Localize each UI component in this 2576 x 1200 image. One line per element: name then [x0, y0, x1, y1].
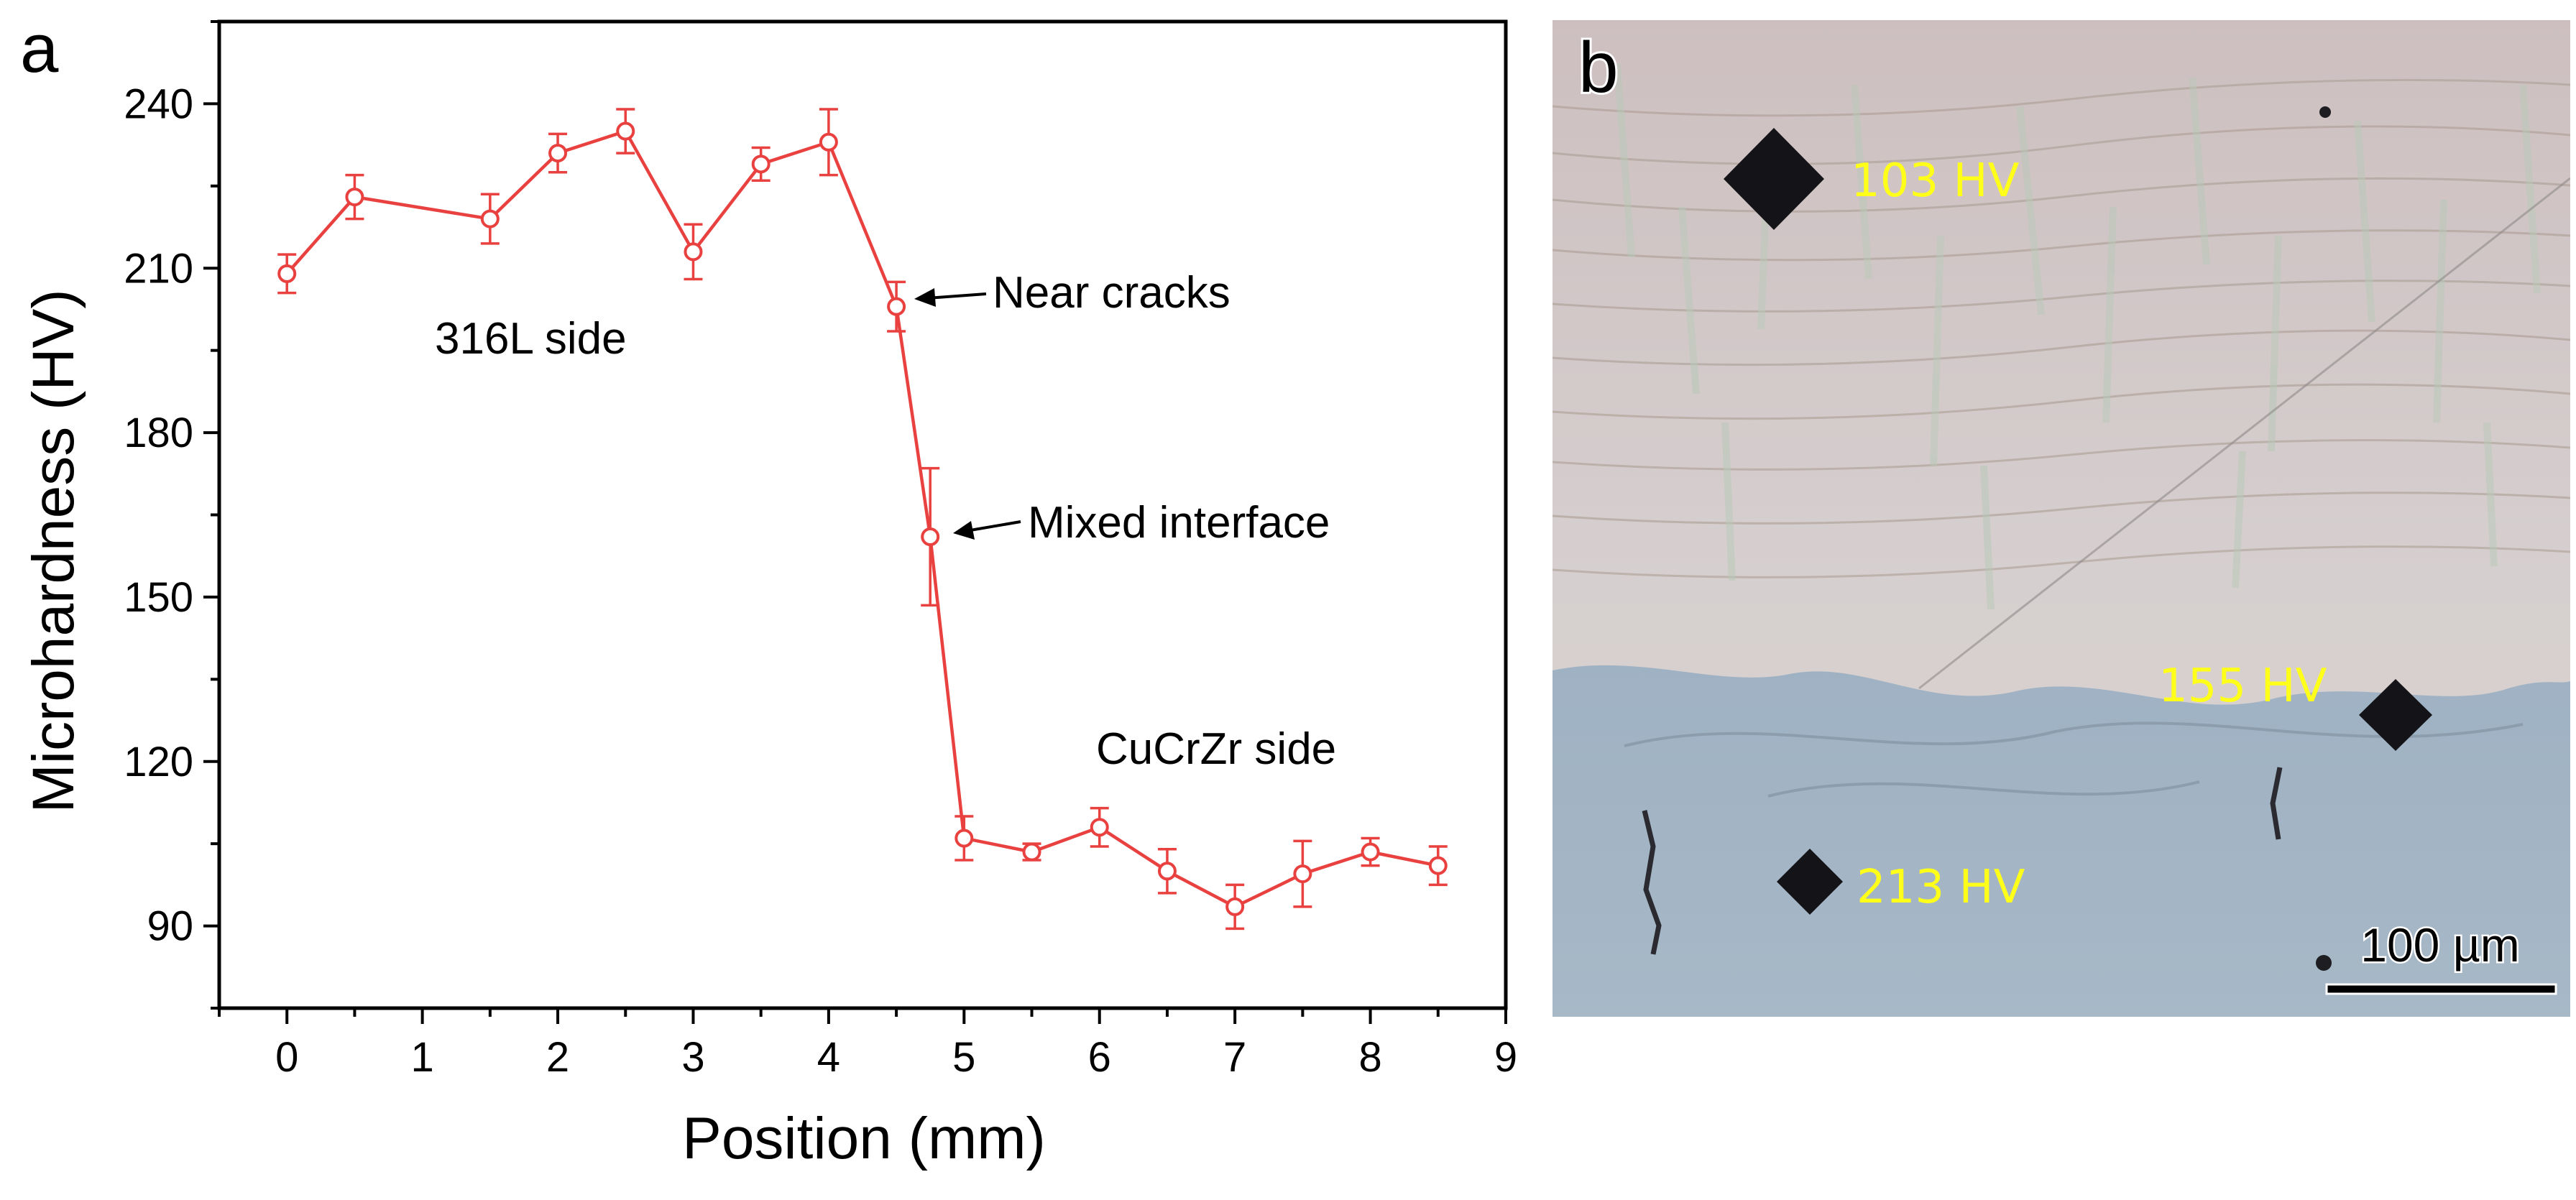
scale-bar-label: 100 µm [2360, 918, 2519, 971]
x-tick-label: 6 [1088, 1034, 1111, 1081]
y-axis-ticks: 90 120 150 180 210 240 [124, 80, 219, 950]
indent-label-155: 155 HV [2158, 660, 2327, 713]
data-point [887, 297, 906, 316]
x-tick-label: 7 [1223, 1034, 1246, 1081]
cucrzr-region [1552, 665, 2570, 1017]
x-axis-label: Position (mm) [682, 1106, 1046, 1171]
data-point [1022, 842, 1041, 862]
annotation-cucrzr-side: CuCrZr side [1096, 724, 1336, 774]
data-point [921, 527, 940, 547]
annotation-mixed-interface: Mixed interface [1028, 498, 1330, 548]
x-tick-label: 0 [275, 1034, 298, 1081]
y-tick-label: 240 [124, 80, 193, 127]
cracks [1642, 767, 2283, 955]
indent-label-213: 213 HV [1857, 861, 2025, 914]
y-tick-label: 90 [147, 903, 193, 950]
columnar-grains [1614, 63, 2541, 610]
indent-103 [1724, 128, 1824, 230]
x-tick-label: 2 [546, 1034, 569, 1081]
data-point [954, 829, 974, 848]
panel-a-label: a [20, 10, 59, 87]
data-point [616, 121, 635, 141]
plot-frame [217, 19, 1508, 1010]
mixed-interface-arrow [953, 520, 1021, 540]
panel-b-label: b [1578, 27, 1619, 108]
indent-155 [2359, 679, 2432, 751]
y-tick-label: 180 [124, 410, 193, 456]
annotation-316l-side: 316L side [435, 314, 627, 364]
x-axis-ticks: 0 1 2 3 4 5 6 7 8 9 [275, 1008, 1517, 1081]
x-tick-label: 8 [1358, 1034, 1381, 1081]
y-axis-label: Microhardness (HV) [21, 289, 86, 813]
interface-features [1624, 721, 2524, 798]
data-point [684, 242, 703, 262]
indent-label-103: 103 HV [1851, 154, 2020, 208]
x-tick-label: 5 [952, 1034, 975, 1081]
x-tick-label: 1 [410, 1034, 433, 1081]
panel-b-micrograph: b 103 HV 155 HV 213 HV 100 µm [1552, 20, 2570, 1017]
panel-a-chart: a 90 120 150 180 210 240 0 1 2 3 4 5 6 7 8 9 Microhard… [20, 10, 1517, 1171]
data-point [1157, 862, 1177, 881]
data-point [345, 188, 364, 207]
indent-213 [1777, 849, 1843, 915]
x-tick-label: 4 [817, 1034, 840, 1081]
data-point [1293, 864, 1312, 884]
pore [2316, 955, 2332, 971]
y-tick-label: 120 [124, 739, 193, 785]
data-point [480, 209, 500, 229]
data-point [548, 144, 568, 163]
data-point [1090, 818, 1109, 837]
x-tick-label: 9 [1494, 1034, 1517, 1081]
series-layer [277, 108, 1448, 931]
y-tick-label: 150 [124, 574, 193, 621]
scale-bar [2325, 983, 2557, 995]
data-point [819, 132, 838, 152]
pore [2319, 106, 2331, 118]
data-point [277, 264, 297, 283]
data-point [1361, 842, 1380, 862]
series-line [285, 129, 1439, 909]
x-tick-label: 3 [681, 1034, 704, 1081]
data-point [1428, 856, 1448, 875]
scratch-line [1918, 177, 2570, 690]
y-tick-label: 210 [124, 245, 193, 292]
melt-pool-bands [1552, 78, 2570, 578]
data-point [1225, 897, 1245, 916]
annotation-near-cracks: Near cracks [993, 268, 1230, 318]
near-cracks-arrow [914, 288, 987, 307]
data-point [751, 154, 770, 174]
